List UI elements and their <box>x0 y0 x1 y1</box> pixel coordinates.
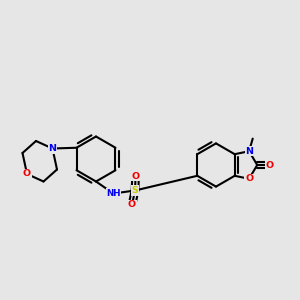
Text: S: S <box>132 186 138 195</box>
Text: O: O <box>131 172 140 181</box>
Text: O: O <box>23 169 31 178</box>
Text: N: N <box>49 144 56 153</box>
Text: NH: NH <box>106 189 121 198</box>
Text: O: O <box>245 174 253 183</box>
Text: N: N <box>245 147 253 156</box>
Text: O: O <box>128 200 136 209</box>
Text: O: O <box>266 160 274 169</box>
